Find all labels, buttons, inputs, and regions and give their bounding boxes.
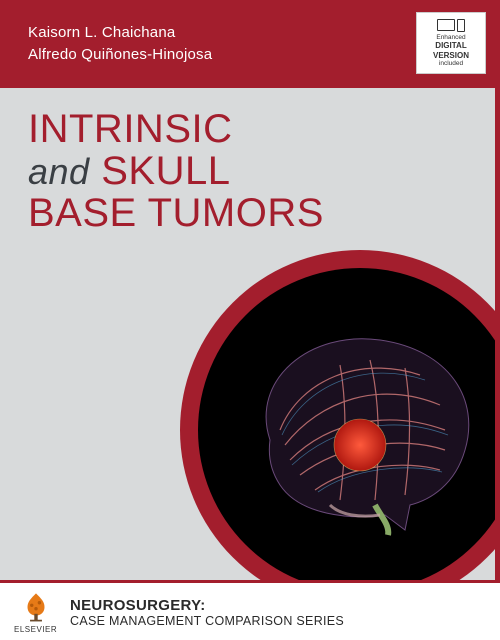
title-word-skull: SKULL	[101, 149, 230, 193]
series-block: NEUROSURGERY: CASE MANAGEMENT COMPARISON…	[70, 597, 344, 628]
publisher-name: ELSEVIER	[14, 625, 57, 634]
device-icons	[437, 19, 465, 32]
author-1: Kaisorn L. Chaichana	[28, 22, 212, 44]
digital-version-badge: Enhanced DIGITAL VERSION included	[416, 12, 486, 74]
badge-line1: Enhanced	[436, 34, 465, 41]
laptop-icon	[437, 19, 455, 31]
series-line-1: NEUROSURGERY:	[70, 597, 344, 614]
author-2: Alfredo Quiñones-Hinojosa	[28, 44, 212, 66]
badge-line3: included	[439, 60, 463, 67]
right-accent-strip	[495, 0, 500, 640]
phone-icon	[457, 19, 465, 32]
badge-line2: DIGITAL VERSION	[417, 41, 485, 59]
elsevier-tree-icon	[19, 590, 53, 624]
title-and: and	[28, 151, 90, 192]
brain-illustration	[230, 320, 490, 540]
title-line-3: BASE TUMORS	[28, 192, 324, 234]
title-block: INTRINSIC and SKULL BASE TUMORS	[28, 108, 324, 234]
footer-bar: ELSEVIER NEUROSURGERY: CASE MANAGEMENT C…	[0, 580, 500, 640]
book-cover: Kaisorn L. Chaichana Alfredo Quiñones-Hi…	[0, 0, 500, 640]
title-word-intrinsic: INTRINSIC	[28, 107, 233, 151]
badge-text: Enhanced DIGITAL VERSION included	[417, 34, 485, 67]
authors-block: Kaisorn L. Chaichana Alfredo Quiñones-Hi…	[28, 22, 212, 66]
brain-image	[210, 280, 500, 580]
title-line-2: and SKULL	[28, 150, 324, 192]
title-line-1: INTRINSIC	[28, 108, 324, 150]
series-line-2: CASE MANAGEMENT COMPARISON SERIES	[70, 614, 344, 628]
publisher-logo: ELSEVIER	[14, 590, 57, 634]
